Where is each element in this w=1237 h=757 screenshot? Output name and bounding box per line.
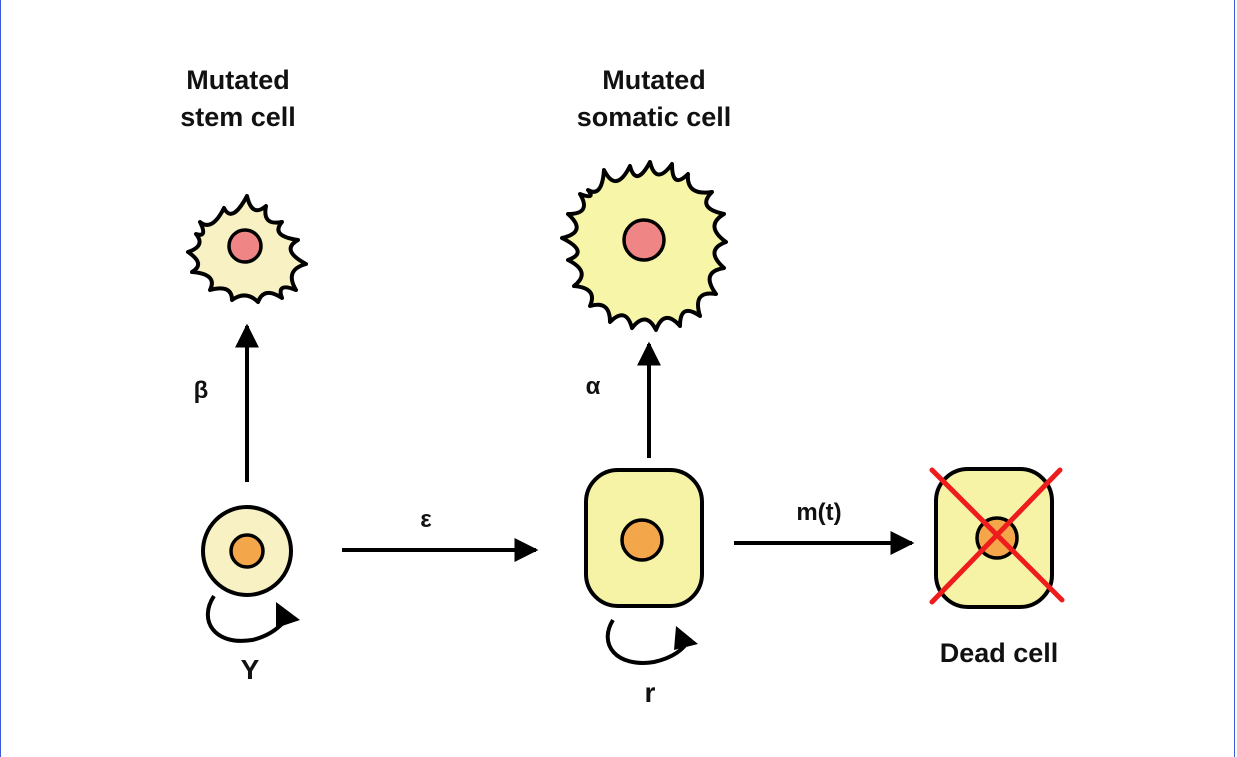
r-label: r — [645, 677, 656, 708]
dead-cell-title: Dead cell — [940, 638, 1059, 668]
stem-nucleus — [229, 533, 265, 569]
somatic-nucleus — [620, 518, 664, 562]
dead-cross-line-2 — [929, 467, 1063, 605]
mutated-stem-cell — [186, 194, 308, 304]
r-self-renewal-loop — [605, 618, 698, 665]
epsilon-label: ε — [420, 506, 431, 533]
mortality-label: m(t) — [796, 499, 841, 526]
somatic-cell — [584, 468, 704, 608]
dead-cell — [929, 467, 1065, 609]
stem-cell — [201, 505, 293, 597]
mutated-stem-title-line2: stem cell — [180, 102, 296, 132]
mutated-stem-title-line1: Mutated — [186, 65, 290, 95]
gamma-label: Υ — [241, 654, 260, 685]
mutated-somatic-title-line1: Mutated — [602, 65, 706, 95]
mutated-somatic-nucleus — [622, 218, 666, 262]
beta-label: β — [194, 377, 209, 404]
mutated-somatic-title-line2: somatic cell — [577, 102, 732, 132]
gamma-self-renewal-loop — [205, 594, 300, 643]
mutated-somatic-cell — [560, 160, 728, 332]
mutated-stem-nucleus — [227, 228, 263, 264]
alpha-label: α — [586, 373, 601, 400]
